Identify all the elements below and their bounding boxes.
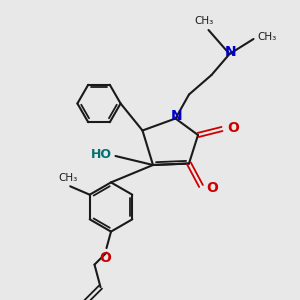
Text: O: O <box>206 181 218 194</box>
Text: HO: HO <box>91 148 112 161</box>
Text: CH₃: CH₃ <box>58 173 77 183</box>
Text: N: N <box>170 109 182 123</box>
Text: O: O <box>227 121 239 134</box>
Text: CH₃: CH₃ <box>257 32 276 43</box>
Text: CH₃: CH₃ <box>194 16 214 26</box>
Text: N: N <box>224 45 236 58</box>
Text: O: O <box>99 251 111 265</box>
